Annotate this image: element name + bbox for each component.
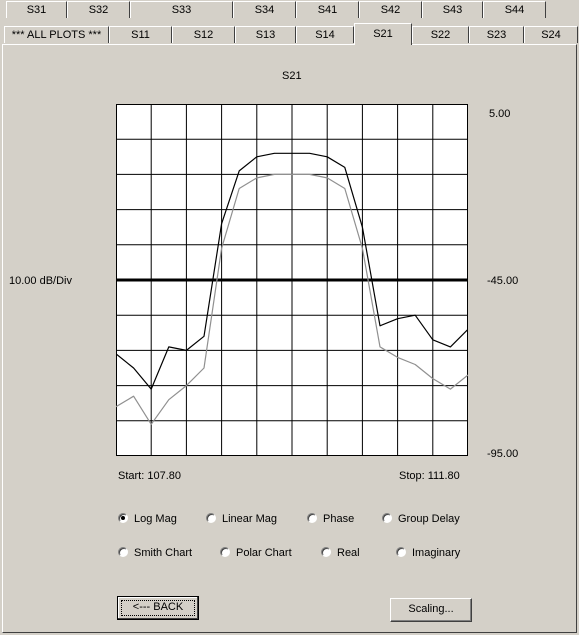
scaling-button[interactable]: Scaling... (390, 598, 472, 622)
radio-circle-icon (206, 513, 216, 523)
tab-s33[interactable]: S33 (130, 1, 233, 18)
tab-s44[interactable]: S44 (483, 1, 546, 18)
plot-title: S21 (282, 70, 302, 82)
tab-s22[interactable]: S22 (412, 26, 469, 43)
radio-label: Smith Chart (134, 547, 193, 559)
radio-group-delay[interactable]: Group Delay (382, 512, 460, 526)
radio-log-mag[interactable]: Log Mag (118, 512, 177, 526)
tab-s23[interactable]: S23 (469, 26, 524, 43)
radio-label: Real (337, 547, 360, 559)
radio-circle-icon (220, 547, 230, 557)
radio-label: Linear Mag (222, 513, 278, 525)
radio-linear-mag[interactable]: Linear Mag (206, 512, 277, 526)
stop-freq-label: Stop: 111.80 (399, 470, 460, 482)
radio-phase[interactable]: Phase (307, 512, 354, 526)
radio-label: Group Delay (398, 513, 460, 525)
tab-s24[interactable]: S24 (524, 26, 578, 43)
ref-mid-label: -45.00 (487, 275, 519, 287)
tab-s43[interactable]: S43 (422, 1, 483, 18)
radio-polar-chart[interactable]: Polar Chart (220, 546, 292, 560)
radio-circle-icon (118, 547, 128, 557)
trace-grey (116, 173, 468, 425)
radio-real[interactable]: Real (321, 546, 360, 560)
tab-s14[interactable]: S14 (296, 26, 354, 43)
back-button[interactable]: <--- BACK (117, 596, 199, 620)
radio-circle-icon (307, 513, 317, 523)
tab-s42[interactable]: S42 (359, 1, 422, 18)
tab-s12[interactable]: S12 (172, 26, 235, 43)
radio-circle-icon (396, 547, 406, 557)
s21-plot (116, 104, 468, 456)
radio-circle-icon (382, 513, 392, 523)
radio-label: Polar Chart (236, 547, 292, 559)
tab-s41[interactable]: S41 (296, 1, 359, 18)
trace-black (116, 152, 468, 390)
tab-s21[interactable]: S21 (354, 23, 412, 45)
radio-circle-icon (118, 513, 128, 523)
start-freq-label: Start: 107.80 (118, 470, 181, 482)
radio-label: Phase (323, 513, 355, 525)
radio-imaginary[interactable]: Imaginary (396, 546, 460, 560)
tab-all-plots[interactable]: *** ALL PLOTS *** (4, 26, 109, 43)
radio-label: Imaginary (412, 547, 461, 559)
tab-s11[interactable]: S11 (109, 26, 172, 43)
scale-label: 10.00 dB/Div (9, 275, 72, 287)
tab-s31[interactable]: S31 (6, 1, 67, 18)
tab-s13[interactable]: S13 (235, 26, 296, 43)
ref-bottom-label: -95.00 (487, 448, 519, 460)
tab-panel (2, 44, 577, 633)
tab-s34[interactable]: S34 (233, 1, 296, 18)
radio-label: Log Mag (134, 513, 177, 525)
ref-top-label: 5.00 (489, 108, 511, 120)
radio-circle-icon (321, 547, 331, 557)
tab-s32[interactable]: S32 (67, 1, 130, 18)
radio-smith-chart[interactable]: Smith Chart (118, 546, 192, 560)
